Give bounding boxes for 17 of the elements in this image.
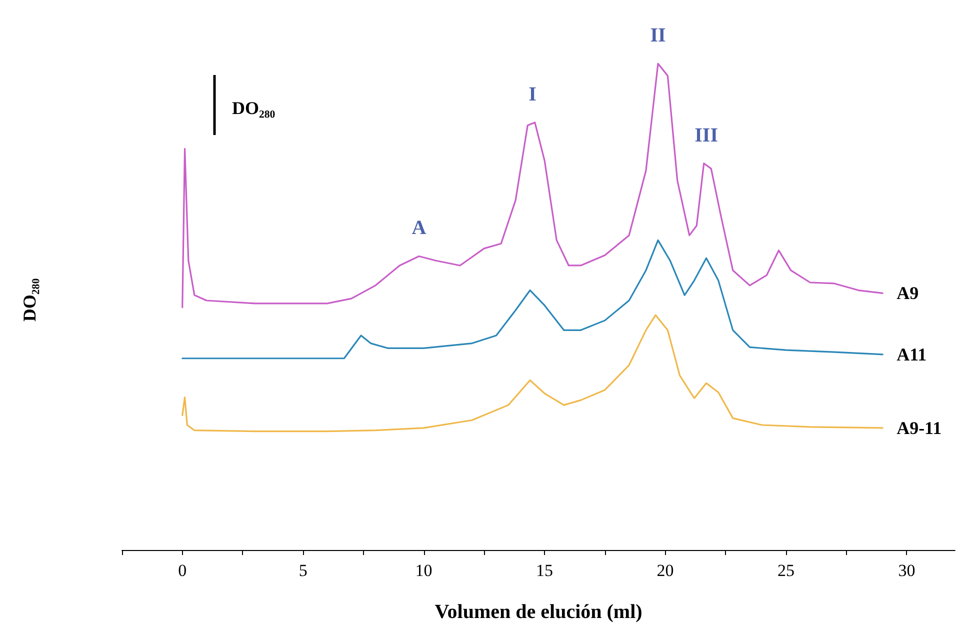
series-label: A11 xyxy=(896,344,927,364)
annotation: III xyxy=(694,124,718,146)
y-axis-title: DO₂₈₀ xyxy=(20,278,40,322)
series-label: A9 xyxy=(896,283,919,304)
x-tick-label: 5 xyxy=(298,561,308,580)
x-tick-label: 10 xyxy=(415,561,432,580)
x-tick-label: 15 xyxy=(536,561,554,580)
x-axis-title: Volumen de elución (ml) xyxy=(434,601,642,623)
annotation: II xyxy=(650,24,666,47)
x-tick-label: 20 xyxy=(656,561,674,580)
annotation: I xyxy=(528,83,537,106)
series-label: A9-11 xyxy=(896,418,942,438)
annotation: A xyxy=(412,217,427,240)
x-tick-label: 0 xyxy=(178,561,187,580)
x-tick-label: 30 xyxy=(898,561,916,580)
x-tick-label: 25 xyxy=(777,561,794,580)
annotation: DO₂₈₀ xyxy=(232,98,276,119)
